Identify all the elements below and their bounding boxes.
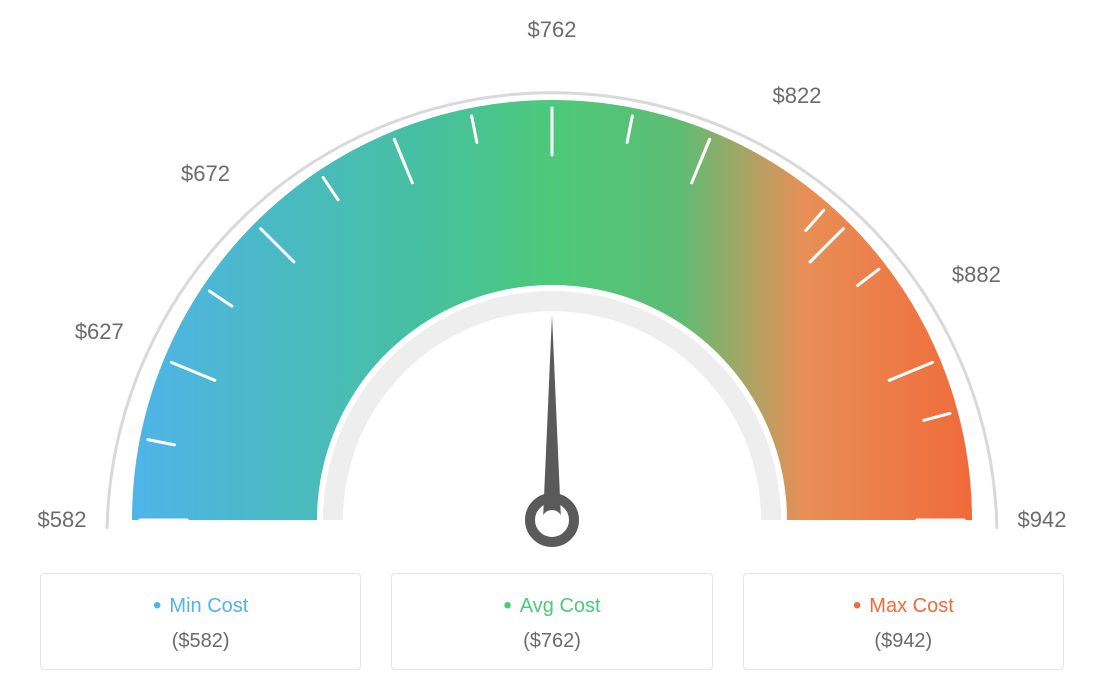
legend-card-max: Max Cost ($942) [743,573,1064,670]
legend-label-max: Max Cost [754,592,1053,620]
tick-label: $942 [1018,507,1067,533]
legend-card-avg: Avg Cost ($762) [391,573,712,670]
legend: Min Cost ($582) Avg Cost ($762) Max Cost… [0,573,1104,670]
legend-label-min: Min Cost [51,592,350,620]
legend-value-min: ($582) [51,630,350,653]
tick-label: $882 [952,262,1001,288]
tick-label: $627 [75,319,124,345]
gauge-area: $582 $627 $672 $762 $822 $882 $942 [0,0,1104,570]
tick-label: $822 [773,83,822,109]
legend-value-avg: ($762) [402,630,701,653]
tick-label: $762 [528,17,577,43]
gauge-chart [0,0,1104,570]
legend-value-max: ($942) [754,630,1053,653]
legend-label-avg: Avg Cost [402,592,701,620]
tick-label: $672 [181,161,230,187]
chart-container: $582 $627 $672 $762 $822 $882 $942 Min Cost ($… [0,0,1104,690]
legend-card-min: Min Cost ($582) [40,573,361,670]
tick-label: $582 [38,507,87,533]
